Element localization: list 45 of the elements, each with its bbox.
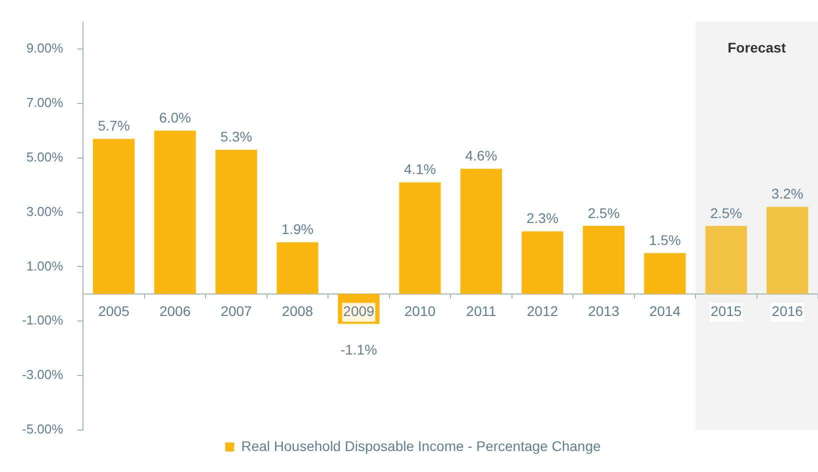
bar (215, 150, 258, 294)
data-label: 3.2% (771, 186, 804, 202)
data-label: 6.0% (159, 110, 191, 126)
bar (154, 130, 196, 294)
x-tick-label: 2005 (98, 303, 130, 320)
data-label: 2.5% (710, 204, 742, 221)
bar (460, 168, 502, 294)
x-tick-label: 2014 (649, 303, 681, 320)
y-tick-label: -5.00% (22, 422, 64, 437)
x-tick-label: 2012 (526, 303, 558, 320)
bar (705, 226, 747, 294)
y-tick-label: -1.00% (22, 312, 64, 328)
data-label: 5.7% (98, 118, 130, 134)
data-label: 2.3% (526, 210, 558, 226)
y-tick-label: -3.00% (22, 367, 64, 382)
x-tick-label: 2007 (220, 303, 252, 320)
x-tick-label: 2011 (466, 303, 496, 320)
band-label: Forecast (728, 40, 786, 56)
x-tick-label: 2010 (404, 303, 436, 320)
y-tick-label: 1.00% (26, 258, 64, 274)
bar (399, 182, 441, 294)
bar (276, 242, 318, 294)
x-tick-label: 2008 (282, 303, 314, 320)
x-tick-label: 2006 (159, 303, 191, 320)
data-label: 1.9% (282, 221, 314, 238)
y-tick-label: 9.00% (26, 40, 64, 56)
x-tick-label: 2013 (588, 303, 620, 320)
y-tick-label: 5.00% (26, 149, 64, 164)
y-tick-label: 7.00% (26, 95, 64, 110)
bar (92, 138, 135, 294)
data-label: -1.1% (340, 342, 378, 358)
y-tick-label: 3.00% (26, 204, 64, 219)
bar (522, 231, 564, 294)
legend-label: Real Household Disposable Income - Percentage Change (241, 438, 601, 454)
data-label: 4.1% (404, 161, 436, 178)
data-label: 1.5% (648, 232, 681, 248)
data-label: 2.5% (588, 204, 620, 221)
bar (582, 226, 624, 294)
bar (644, 253, 686, 294)
data-label: 4.6% (465, 148, 498, 164)
x-tick-label: 2015 (710, 303, 742, 320)
data-label: 5.3% (220, 128, 252, 145)
x-tick-label: 2016 (772, 303, 804, 320)
x-tick-label: 2009 (343, 303, 375, 320)
bar (766, 206, 808, 294)
